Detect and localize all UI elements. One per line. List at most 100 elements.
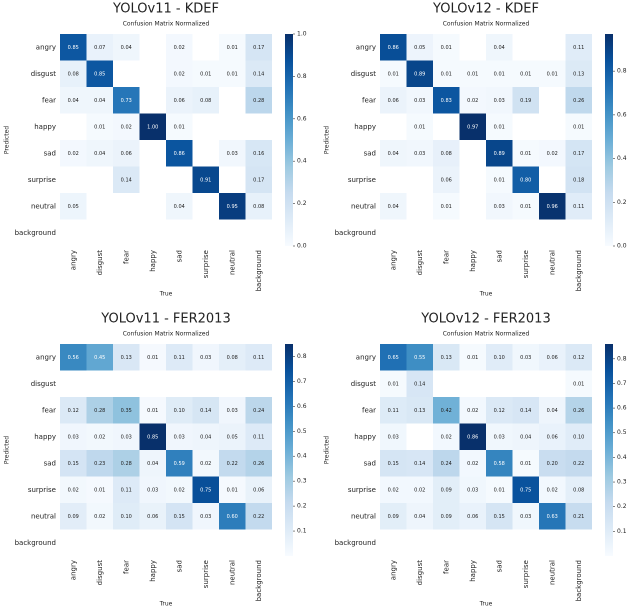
heatmap-cell bbox=[60, 34, 87, 61]
x-tick-label: fear bbox=[122, 250, 130, 264]
cell-label: 0.42 bbox=[441, 408, 452, 414]
cell-label: 0.01 bbox=[467, 355, 478, 361]
heatmap-cell bbox=[459, 60, 486, 87]
cell-label: 0.19 bbox=[520, 98, 531, 104]
y-tick-label: fear bbox=[362, 96, 376, 104]
y-tick-label: neutral bbox=[31, 202, 56, 210]
colorbar-tick-label: 0.0 bbox=[297, 243, 307, 250]
cell-label: 0.12 bbox=[573, 355, 584, 361]
heatmap-cell bbox=[219, 423, 246, 450]
colorbar-tick-label: 0.1 bbox=[297, 528, 307, 535]
cell-label: 0.11 bbox=[121, 487, 132, 493]
cell-label: 0.17 bbox=[253, 177, 264, 183]
cell-label: 0.15 bbox=[388, 461, 399, 467]
x-tick-label: sad bbox=[495, 250, 503, 262]
y-tick-label: neutral bbox=[351, 512, 376, 520]
heatmap-cell bbox=[565, 166, 592, 193]
x-tick-label: happy bbox=[149, 250, 157, 272]
x-tick-label: surprise bbox=[522, 250, 530, 278]
heatmap-cell bbox=[486, 503, 513, 530]
heatmap-cell bbox=[486, 193, 513, 220]
heatmap-cell bbox=[86, 113, 113, 140]
y-tick-label: sad bbox=[44, 149, 56, 157]
y-tick-label: surprise bbox=[348, 176, 376, 184]
x-axis-label: True bbox=[159, 291, 173, 298]
x-tick-label: surprise bbox=[202, 560, 210, 588]
heatmap-cell bbox=[433, 166, 460, 193]
heatmap-cell bbox=[60, 344, 87, 371]
colorbar-tick-label: 0.8 bbox=[297, 73, 307, 80]
cell-label: 0.85 bbox=[68, 45, 79, 51]
cell-label: 0.09 bbox=[68, 514, 79, 520]
cell-label: 0.03 bbox=[227, 408, 238, 414]
heatmap-cell bbox=[166, 476, 193, 503]
heatmap-cell bbox=[60, 193, 87, 220]
cell-label: 0.02 bbox=[121, 124, 132, 130]
heatmap-cell bbox=[219, 60, 246, 87]
heatmap-cell bbox=[60, 87, 87, 114]
colorbar-tick-label: 0.7 bbox=[617, 380, 627, 387]
heatmap-cell bbox=[113, 476, 140, 503]
heatmap-cell bbox=[512, 450, 539, 477]
cell-label: 0.06 bbox=[547, 355, 558, 361]
cell-label: 0.56 bbox=[68, 355, 79, 361]
x-tick-label: neutral bbox=[228, 250, 236, 275]
cell-label: 0.86 bbox=[388, 45, 399, 51]
cell-label: 0.02 bbox=[68, 151, 79, 157]
cell-label: 0.59 bbox=[174, 461, 185, 467]
cell-label: 0.02 bbox=[547, 151, 558, 157]
heatmap-cell bbox=[245, 450, 272, 477]
cell-label: 0.04 bbox=[388, 204, 399, 210]
heatmap-cell bbox=[380, 450, 407, 477]
heatmap-cell bbox=[539, 397, 566, 424]
colorbar bbox=[605, 344, 613, 556]
heatmap-cell bbox=[245, 60, 272, 87]
heatmap-cell bbox=[459, 113, 486, 140]
cell-label: 0.20 bbox=[547, 461, 558, 467]
x-tick-label: disgust bbox=[96, 250, 104, 276]
heatmap-cell bbox=[245, 166, 272, 193]
x-tick-label: neutral bbox=[228, 560, 236, 585]
cell-label: 0.63 bbox=[547, 514, 558, 520]
heatmap-cell bbox=[219, 140, 246, 167]
x-tick-label: sad bbox=[175, 560, 183, 572]
heatmap-cell bbox=[86, 344, 113, 371]
y-tick-label: sad bbox=[364, 459, 376, 467]
x-tick-label: fear bbox=[442, 560, 450, 574]
colorbar-tick-label: 0.5 bbox=[297, 428, 307, 435]
heatmap-cell bbox=[380, 423, 407, 450]
y-tick-label: angry bbox=[356, 43, 376, 51]
heatmap-cell bbox=[486, 140, 513, 167]
colorbar-tick-label: 0.7 bbox=[297, 378, 307, 385]
heatmap-cell bbox=[113, 503, 140, 530]
cell-label: 0.06 bbox=[441, 177, 452, 183]
heatmap-cell bbox=[60, 423, 87, 450]
heatmap-cell bbox=[406, 140, 433, 167]
colorbar-tick-label: 0.3 bbox=[617, 479, 627, 486]
cell-label: 0.02 bbox=[174, 487, 185, 493]
colorbar-tick-label: 0.1 bbox=[617, 528, 627, 535]
heatmap-cell bbox=[166, 60, 193, 87]
colorbar-tick-label: 0.6 bbox=[617, 111, 627, 118]
cell-label: 0.05 bbox=[68, 204, 79, 210]
heatmap-cell bbox=[113, 87, 140, 114]
cell-label: 0.03 bbox=[494, 204, 505, 210]
x-tick-label: happy bbox=[149, 560, 157, 582]
heatmap-cell bbox=[459, 423, 486, 450]
x-tick-label: fear bbox=[122, 560, 130, 574]
heatmap-cell bbox=[380, 503, 407, 530]
cell-label: 0.18 bbox=[573, 177, 584, 183]
cell-label: 0.08 bbox=[253, 204, 264, 210]
heatmap-cell bbox=[433, 140, 460, 167]
heatmap-cell bbox=[565, 397, 592, 424]
cell-label: 0.02 bbox=[94, 514, 105, 520]
heatmap-cell bbox=[459, 476, 486, 503]
heatmap-cell bbox=[219, 503, 246, 530]
cell-label: 1.00 bbox=[147, 124, 158, 130]
heatmap-cell bbox=[512, 166, 539, 193]
colorbar-tick-label: 0.2 bbox=[297, 503, 307, 510]
heatmap-cell bbox=[113, 397, 140, 424]
cell-label: 0.21 bbox=[573, 514, 584, 520]
cell-label: 0.02 bbox=[174, 71, 185, 77]
